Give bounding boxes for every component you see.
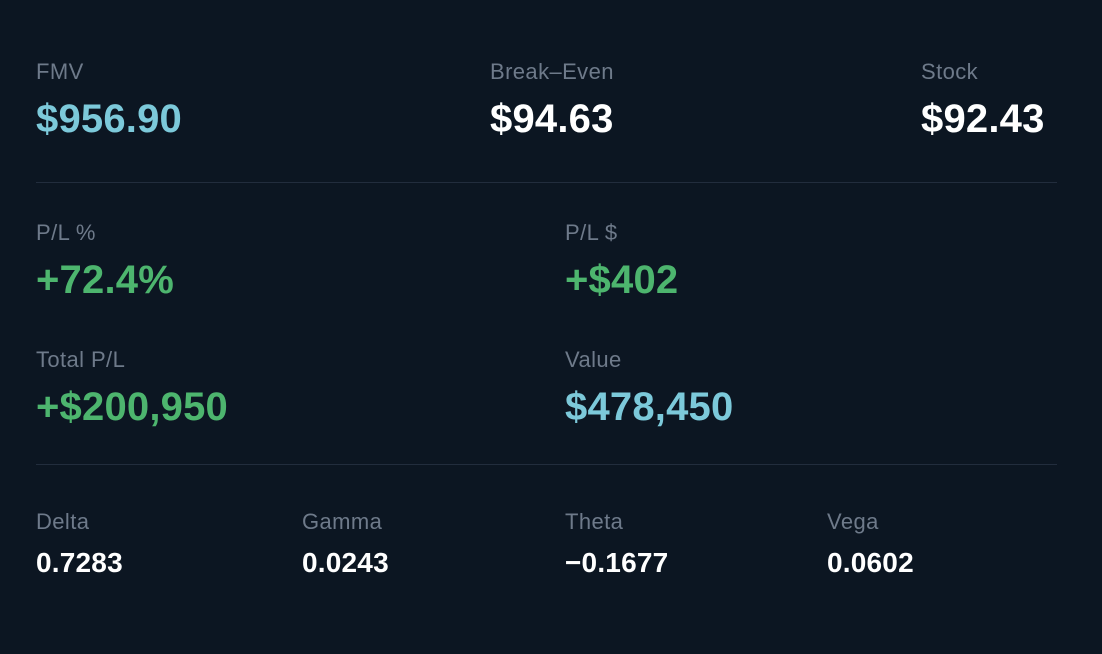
stock-label: Stock — [921, 59, 979, 84]
pl-dollar-label: P/L $ — [565, 220, 618, 245]
total-pl-value: +$200,950 — [36, 385, 228, 429]
pl-percent-label: P/L % — [36, 220, 96, 245]
gamma-label: Gamma — [302, 509, 383, 534]
pl-dollar-stat: P/L $ +$402 — [565, 220, 1057, 303]
pl-percent-value: +72.4% — [36, 258, 174, 302]
theta-stat: Theta −0.1677 — [565, 510, 827, 578]
value-amount: $478,450 — [565, 385, 734, 429]
total-pl-label: Total P/L — [36, 347, 126, 372]
theta-value: −0.1677 — [565, 547, 669, 578]
total-row: Total P/L +$200,950 Value $478,450 — [36, 347, 1057, 430]
divider-bottom — [36, 464, 1057, 465]
vega-label: Vega — [827, 509, 879, 534]
fmv-stat: FMV $956.90 — [36, 59, 490, 142]
stock-value: $92.43 — [921, 97, 1045, 141]
fmv-label: FMV — [36, 59, 84, 84]
greeks-row: Delta 0.7283 Gamma 0.0243 Theta −0.1677 … — [36, 510, 1057, 578]
divider-top — [36, 182, 1057, 183]
delta-stat: Delta 0.7283 — [36, 510, 302, 578]
total-pl-stat: Total P/L +$200,950 — [36, 347, 565, 430]
vega-value: 0.0602 — [827, 547, 914, 578]
theta-label: Theta — [565, 509, 624, 534]
value-stat: Value $478,450 — [565, 347, 1057, 430]
gamma-value: 0.0243 — [302, 547, 389, 578]
break-even-label: Break–Even — [490, 59, 614, 84]
vega-stat: Vega 0.0602 — [827, 510, 1057, 578]
pl-percent-stat: P/L % +72.4% — [36, 220, 565, 303]
price-row: FMV $956.90 Break–Even $94.63 Stock $92.… — [36, 59, 1057, 142]
delta-label: Delta — [36, 509, 90, 534]
value-label: Value — [565, 347, 622, 372]
fmv-value: $956.90 — [36, 97, 182, 141]
pl-row: P/L % +72.4% P/L $ +$402 — [36, 220, 1057, 303]
break-even-stat: Break–Even $94.63 — [490, 59, 921, 142]
pl-dollar-value: +$402 — [565, 258, 679, 302]
break-even-value: $94.63 — [490, 97, 614, 141]
stock-stat: Stock $92.43 — [921, 59, 1057, 142]
gamma-stat: Gamma 0.0243 — [302, 510, 565, 578]
delta-value: 0.7283 — [36, 547, 123, 578]
